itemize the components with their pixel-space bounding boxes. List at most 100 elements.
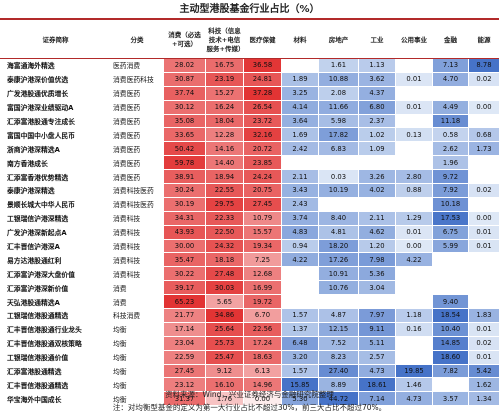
sector-share: 59.78 [163,155,206,171]
fund-table: 证券简称 分类 消费（必选+可选） 科技（信息技术+电信服务+传媒） 医疗保健 材料 房地产… [0,22,499,407]
sector-share: 3.62 [358,71,396,87]
sector-share: 15.57 [243,224,282,240]
table-row: 广发沪港深新起点A 消费科技 43.93 22.50 15.57 4.83 4.81 4.62… [0,224,499,240]
table-row: 泰康沪港深精选 消费科技医药 30.24 22.55 20.75 3.43 10.19 4.0… [0,183,499,198]
sector-share: 0.16 [395,321,433,337]
sector-share: 22.50 [205,224,244,240]
fund-name: 汇丰晋信沪港深A [0,238,111,254]
sector-share: 0.94 [281,238,319,254]
sector-share: 0.01 [395,71,433,87]
sector-share: 0.00 [243,391,282,407]
sector-share: 4.37 [358,85,396,101]
table-row: 汇添富港股通专注成长 消费医药 35.08 18.04 23.72 3.64 5.98 2.3… [0,113,499,129]
sector-share [432,252,469,268]
sector-share: 25.73 [205,335,244,351]
sector-share: 1.96 [432,155,469,171]
fund-name: 汇添富港股通精选 [0,363,111,379]
sector-share [395,155,433,171]
sector-share [395,85,433,101]
sector-share: 17.14 [163,321,206,337]
sector-share: 30.87 [163,71,206,87]
fund-class: 消费医药 [110,127,164,143]
sector-share: 6.75 [432,224,469,240]
sector-share: 2.11 [358,210,396,226]
sector-share: 6.83 [318,141,359,157]
fund-class: 消费科技 [110,252,164,268]
sector-share: 16.99 [243,280,282,296]
column-header: 能源 [468,22,499,59]
sector-share: 32.16 [243,127,282,143]
sector-share: 17.24 [243,335,282,351]
table-row: 天弘港股通精选A 消费 65.23 5.65 19.72 9.40 [0,294,499,310]
sector-share: 1.37 [281,321,319,337]
sector-share [468,169,499,185]
sector-share: 4.49 [432,99,469,115]
column-header: 分类 [110,22,164,59]
sector-share: 0.01 [468,238,499,254]
sector-share: 1.57 [281,308,319,323]
sector-share: 10.88 [318,71,359,87]
sector-share: 31.37 [163,391,206,407]
fund-name: 富国中国中小盘人民币 [0,127,111,143]
sector-share: 8.78 [468,58,499,73]
fund-name: 广发沪港深新起点A [0,224,111,240]
sector-share: 8.23 [318,349,359,365]
fund-class: 消费科技医药 [110,196,164,212]
sector-share: 24.32 [205,238,244,254]
sector-share: 7.82 [432,363,469,379]
table-row: 易方达港股通红利 消费科技 35.47 18.18 7.25 4.22 17.26 7.98 4… [0,252,499,268]
sector-share [281,280,319,296]
sector-share [468,294,499,310]
sector-share: 15.27 [205,85,244,101]
sector-share: 14.16 [205,141,244,157]
sector-share: 19.85 [395,363,433,379]
fund-name: 华宝海外中国成长 [0,391,111,407]
fund-class: 消费医药 [110,141,164,157]
sector-share: 5.42 [468,363,499,379]
sector-share: 24.81 [243,71,282,87]
sector-share: 2.57 [358,349,396,365]
fund-class: 消费科技医药 [110,183,164,198]
fund-class: 消费科技 [110,210,164,226]
sector-share: 0.68 [468,127,499,143]
sector-share: 0.01 [395,99,433,115]
sector-share: 4.22 [281,252,319,268]
sector-share: 5.98 [318,113,359,129]
table-row: 汇丰晋信港股通行业龙头 均衡 17.14 25.64 22.56 1.37 12.15 9.1… [0,321,499,337]
sector-share: 1.69 [281,127,319,143]
fund-name: 汇丰晋信港股通行业龙头 [0,321,111,337]
sector-share [281,294,319,310]
footnote: 注：对均衡型基金的定义为第一大行业占比不超过30%，前三大占比不超过70%。 [112,403,387,412]
sector-share [281,266,319,282]
sector-share: 23.85 [243,155,282,171]
sector-share: 16.75 [205,58,244,73]
sector-share: 0.13 [395,127,433,143]
sector-share: 0.03 [318,169,359,185]
sector-share: 6.80 [358,99,396,115]
sector-share [395,196,433,212]
sector-share: 2.08 [318,85,359,101]
table-row: 工银瑞信沪港深精选 消费科技 34.31 22.33 10.79 3.74 8.40 2.11… [0,210,499,226]
fund-name: 汇添富沪港深新价值 [0,280,111,296]
fund-name: 景顺长城大中华人民币 [0,196,111,212]
sector-share: 19.72 [243,294,282,310]
sector-share [358,294,396,310]
sector-share: 28.02 [163,58,206,73]
sector-share: 15.85 [281,377,319,393]
sector-share: 3.20 [281,349,319,365]
sector-share: 3.25 [281,85,319,101]
fund-class: 科技消费 [110,308,164,323]
sector-share: 5.99 [432,238,469,254]
sector-share: 0.02 [468,71,499,87]
sector-share: 5.65 [205,294,244,310]
fund-name: 工银瑞信港股通精选 [0,308,111,323]
sector-share: 7.13 [432,58,469,73]
sector-share: 0.00 [395,238,433,254]
sector-share: 0.00 [468,99,499,115]
table-row: 汇丰晋信港股通双核策略 均衡 23.04 25.73 17.24 6.48 7.52 5.11… [0,335,499,351]
sector-share [358,155,396,171]
table-row: 富国沪港深业绩驱动A 消费医药 30.12 16.24 26.54 4.14 11.66 6.… [0,99,499,115]
fund-class: 消费医药 [110,169,164,185]
sector-share: 1.61 [318,58,359,73]
